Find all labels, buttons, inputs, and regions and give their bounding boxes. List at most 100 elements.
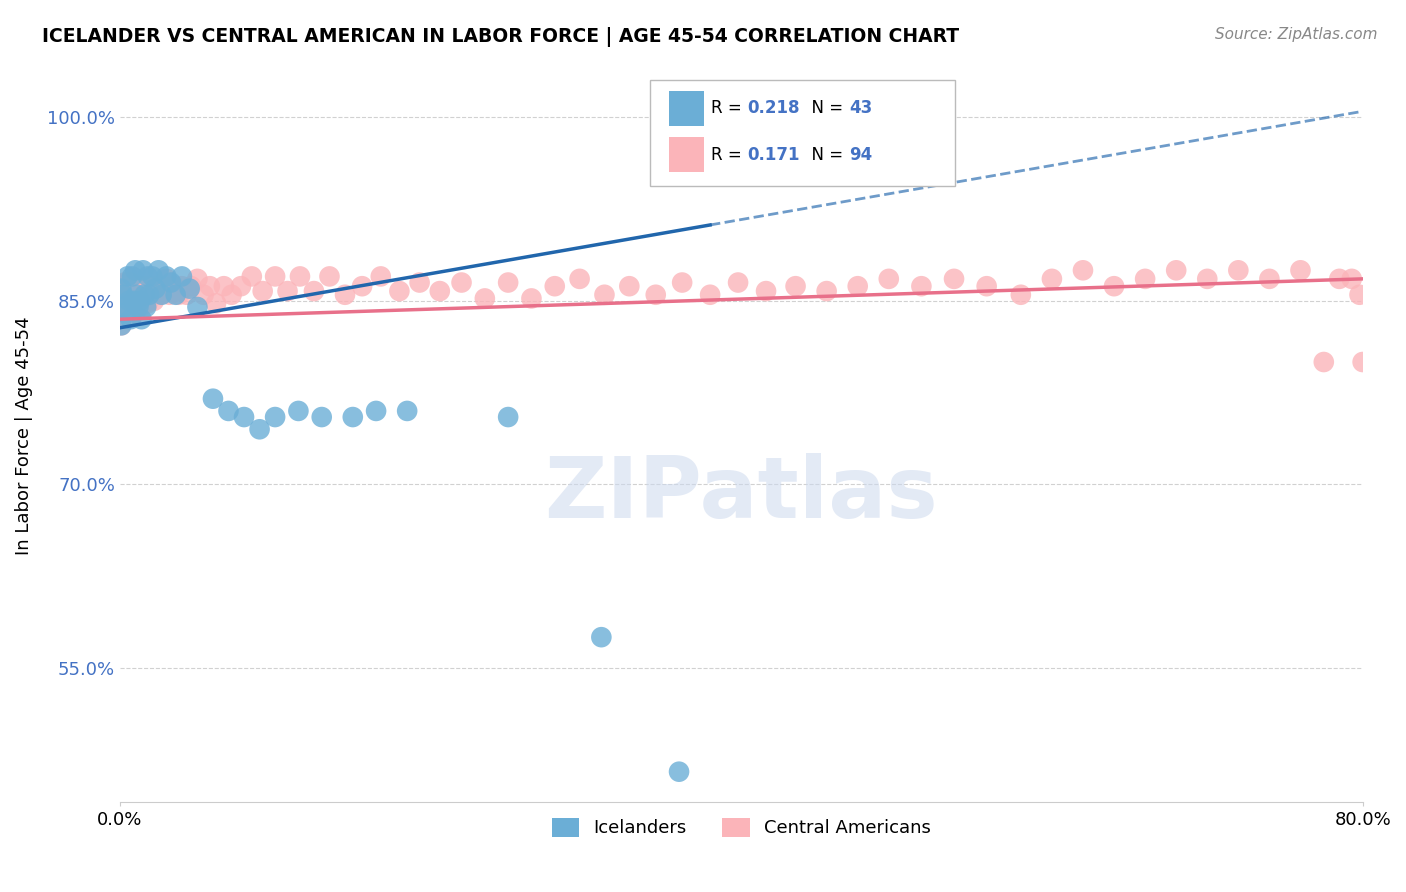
Point: [124, 263, 146, 277]
Point: [111, 306, 134, 320]
Point: [218, 404, 240, 418]
Point: [277, 284, 299, 298]
Point: [342, 410, 364, 425]
Point: [364, 404, 387, 418]
Point: [1010, 287, 1032, 301]
Point: [115, 306, 138, 320]
Point: [112, 276, 135, 290]
Point: [155, 269, 177, 284]
Point: [110, 282, 132, 296]
Point: [127, 300, 149, 314]
Point: [450, 276, 472, 290]
Point: [474, 292, 496, 306]
Legend: Icelanders, Central Americans: Icelanders, Central Americans: [544, 811, 938, 845]
Point: [1166, 263, 1188, 277]
Point: [134, 296, 156, 310]
Point: [1340, 272, 1362, 286]
Point: [201, 392, 224, 406]
Point: [150, 287, 173, 301]
Point: [370, 269, 392, 284]
Point: [1289, 263, 1312, 277]
Point: [186, 272, 208, 286]
Point: [118, 293, 141, 308]
Point: [396, 404, 419, 418]
Point: [333, 287, 356, 301]
Point: [111, 287, 134, 301]
Point: [127, 279, 149, 293]
Point: [111, 282, 134, 296]
Point: [264, 410, 287, 425]
Point: [1102, 279, 1125, 293]
Point: [180, 279, 202, 293]
Point: [115, 282, 138, 296]
Point: [264, 269, 287, 284]
Point: [1133, 272, 1156, 286]
Point: [176, 287, 198, 301]
Point: [122, 300, 145, 314]
Point: [910, 279, 932, 293]
Text: 0.218: 0.218: [748, 99, 800, 117]
Point: [122, 293, 145, 308]
Point: [815, 284, 838, 298]
Text: ICELANDER VS CENTRAL AMERICAN IN LABOR FORCE | AGE 45-54 CORRELATION CHART: ICELANDER VS CENTRAL AMERICAN IN LABOR F…: [42, 27, 959, 46]
Point: [118, 282, 141, 296]
Point: [943, 272, 966, 286]
Point: [212, 279, 235, 293]
Point: [846, 279, 869, 293]
Point: [1313, 355, 1336, 369]
Text: 43: 43: [849, 99, 873, 117]
Point: [520, 292, 543, 306]
Point: [593, 287, 616, 301]
Point: [496, 410, 519, 425]
Point: [668, 764, 690, 779]
Point: [496, 276, 519, 290]
Point: [125, 287, 148, 301]
Point: [132, 279, 155, 293]
Point: [160, 276, 183, 290]
Point: [785, 279, 807, 293]
Point: [544, 279, 567, 293]
Point: [142, 293, 165, 308]
Point: [240, 269, 263, 284]
Point: [152, 279, 174, 293]
Point: [1197, 272, 1219, 286]
Point: [118, 306, 141, 320]
Point: [112, 300, 135, 314]
Point: [110, 318, 132, 333]
Text: 94: 94: [849, 145, 873, 164]
Point: [302, 284, 325, 298]
Point: [124, 306, 146, 320]
Point: [121, 306, 143, 320]
Point: [120, 312, 142, 326]
Point: [135, 279, 157, 293]
Point: [117, 276, 139, 290]
Point: [727, 276, 749, 290]
Point: [671, 276, 693, 290]
Point: [568, 272, 591, 286]
Point: [112, 300, 135, 314]
Point: [755, 284, 778, 298]
Point: [619, 279, 641, 293]
Point: [318, 269, 340, 284]
Point: [120, 300, 142, 314]
Point: [125, 287, 148, 301]
Point: [110, 318, 132, 333]
Text: R =: R =: [711, 99, 748, 117]
Point: [159, 287, 181, 301]
Point: [131, 312, 153, 326]
Point: [1329, 272, 1351, 286]
Point: [117, 300, 139, 314]
Point: [288, 269, 311, 284]
Point: [136, 296, 159, 310]
Point: [1351, 355, 1374, 369]
Text: Source: ZipAtlas.com: Source: ZipAtlas.com: [1215, 27, 1378, 42]
Point: [136, 269, 159, 284]
Point: [233, 410, 256, 425]
Point: [193, 287, 215, 301]
Point: [129, 293, 152, 308]
Point: [252, 284, 274, 298]
Point: [1040, 272, 1063, 286]
Point: [163, 279, 186, 293]
Point: [165, 287, 187, 301]
Point: [976, 279, 998, 293]
